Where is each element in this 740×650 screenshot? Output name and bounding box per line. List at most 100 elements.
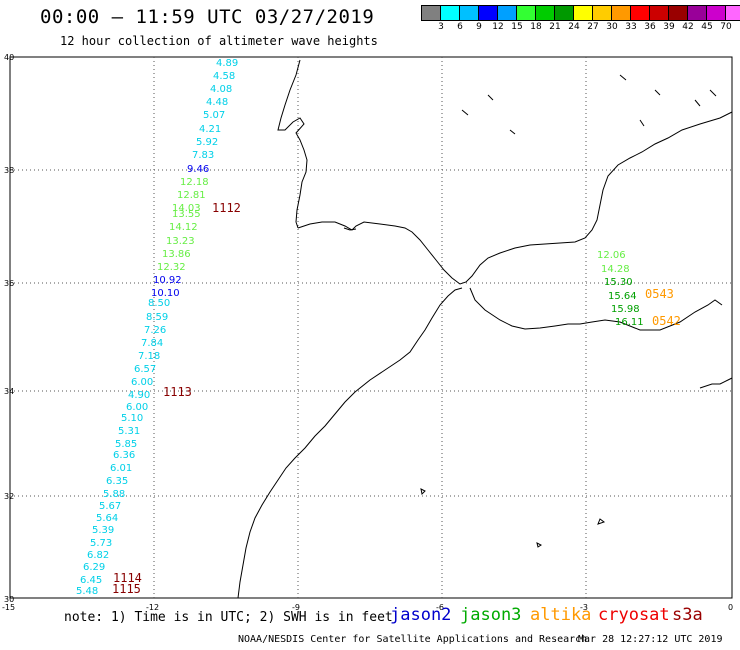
wave-height-label: 10.92 xyxy=(153,275,182,286)
y-tick-label: 38 xyxy=(4,166,14,175)
wave-height-label: 5.10 xyxy=(121,413,143,424)
satellite-legend-s3a: s3a xyxy=(672,605,703,625)
legend-label: 6 xyxy=(457,22,463,32)
legend-label: 3 xyxy=(438,22,444,32)
pass-time-label: 0542 xyxy=(652,314,681,328)
satellite-legend-altika: altika xyxy=(530,605,592,625)
wave-height-label: 4.08 xyxy=(210,84,232,95)
satellite-legend-jason3: jason3 xyxy=(460,605,522,625)
wave-height-label: 6.36 xyxy=(113,450,135,461)
wave-height-label: 6.82 xyxy=(87,550,109,561)
wave-height-label: 10.10 xyxy=(151,288,180,299)
algeria-coast xyxy=(699,377,733,389)
legend-label: 70 xyxy=(720,22,732,32)
y-tick-label: 34 xyxy=(4,387,14,396)
wave-height-label: 5.85 xyxy=(115,439,137,450)
wave-height-label: 13.55 xyxy=(172,209,201,220)
small-island-10 xyxy=(639,119,645,127)
color-legend xyxy=(421,5,740,21)
wave-height-label: 6.00 xyxy=(131,377,153,388)
wave-height-label: 5.88 xyxy=(103,489,125,500)
coastlines xyxy=(237,59,733,599)
legend-label: 18 xyxy=(530,22,542,32)
portugal-coast xyxy=(277,59,308,229)
legend-label: 15 xyxy=(511,22,523,32)
wave-height-label: 14.03 xyxy=(172,203,201,214)
x-tick-label: -12 xyxy=(146,603,159,612)
small-island-6 xyxy=(654,89,661,96)
wave-height-label: 7.83 xyxy=(192,150,214,161)
pass-time-label: 1114 xyxy=(113,571,142,585)
footer-credit: NOAA/NESDIS Center for Satellite Applica… xyxy=(238,634,588,645)
wave-height-label: 9.46 xyxy=(187,164,209,175)
small-island-7 xyxy=(694,99,701,107)
footnote: note: 1) Time is in UTC; 2) SWH is in fe… xyxy=(64,610,393,625)
wave-height-label: 15.98 xyxy=(611,304,640,315)
legend-label: 21 xyxy=(549,22,561,32)
wave-height-label: 5.64 xyxy=(96,513,118,524)
wave-height-label: 14.12 xyxy=(169,222,198,233)
wave-height-label: 4.21 xyxy=(199,124,221,135)
x-tick-label: -3 xyxy=(580,603,588,612)
wave-height-label: 12.81 xyxy=(177,190,206,201)
footer: NOAA/NESDIS Center for Satellite Applica… xyxy=(238,634,723,645)
wave-height-label: 6.45 xyxy=(80,575,102,586)
x-tick-label: -6 xyxy=(436,603,444,612)
pass-time-label: 1113 xyxy=(163,385,192,399)
legend-swatch xyxy=(725,5,740,21)
legend-label: 9 xyxy=(476,22,482,32)
legend-label: 33 xyxy=(625,22,637,32)
wave-height-label: 5.31 xyxy=(118,426,140,437)
small-island-5 xyxy=(619,74,627,81)
wave-height-label: 13.86 xyxy=(162,249,191,260)
alboran-island xyxy=(597,518,606,525)
pass-time-label: 0543 xyxy=(645,287,674,301)
spain-south-coast xyxy=(297,111,733,285)
small-island-1 xyxy=(420,488,426,496)
wave-height-label: 4.90 xyxy=(128,390,150,401)
wave-height-label: 7.84 xyxy=(141,338,163,349)
legend-label: 45 xyxy=(701,22,713,32)
wave-height-label: 6.29 xyxy=(83,562,105,573)
wave-height-label: 12.32 xyxy=(157,262,186,273)
legend-label: 39 xyxy=(663,22,675,32)
x-tick-label: -9 xyxy=(292,603,300,612)
wave-height-label: 7.26 xyxy=(144,325,166,336)
small-island-2 xyxy=(536,542,542,548)
map-title: 00:00 – 11:59 UTC 03/27/2019 xyxy=(40,6,375,28)
y-axis-labels: 40 38 36 34 32 30 xyxy=(4,53,14,604)
legend-label: 30 xyxy=(606,22,618,32)
wave-height-label: 5.48 xyxy=(76,586,98,597)
wave-height-label: 15.64 xyxy=(608,291,637,302)
wave-height-label: 8.50 xyxy=(148,298,170,309)
y-tick-label: 36 xyxy=(4,279,14,288)
wave-height-label: 6.57 xyxy=(134,364,156,375)
small-island-4 xyxy=(487,94,494,101)
y-tick-label: 32 xyxy=(4,492,14,501)
altimeter-track-labels: 4.89 4.58 4.08 4.48 5.07 4.21 5.92 7.83 9.46 12.1… xyxy=(76,58,644,597)
wave-height-label: 12.06 xyxy=(597,250,626,261)
wave-height-label: 5.67 xyxy=(99,501,121,512)
wave-height-label: 5.39 xyxy=(92,525,114,536)
grid xyxy=(10,57,732,598)
x-tick-label: 0 xyxy=(728,603,733,612)
wave-height-label: 16.11 xyxy=(615,317,644,328)
wave-height-label: 4.89 xyxy=(216,58,238,69)
small-island-3 xyxy=(461,109,469,116)
wave-height-label: 14.28 xyxy=(601,264,630,275)
wave-height-label: 6.01 xyxy=(110,463,132,474)
wave-height-label: 7.18 xyxy=(138,351,160,362)
satellite-legend-cryosat: cryosat xyxy=(598,605,670,625)
wave-height-label: 15.30 xyxy=(604,277,633,288)
wave-height-label: 5.73 xyxy=(90,538,112,549)
satellite-legend-jason2: jason2 xyxy=(390,605,452,625)
wave-height-label: 12.18 xyxy=(180,177,209,188)
wave-height-label: 6.35 xyxy=(106,476,128,487)
legend-label: 27 xyxy=(587,22,599,32)
y-tick-label: 30 xyxy=(4,595,14,604)
wave-height-label: 4.58 xyxy=(213,71,235,82)
footer-timestamp: Mar 28 12:27:12 UTC 2019 xyxy=(578,634,723,645)
small-island-8 xyxy=(709,89,717,97)
